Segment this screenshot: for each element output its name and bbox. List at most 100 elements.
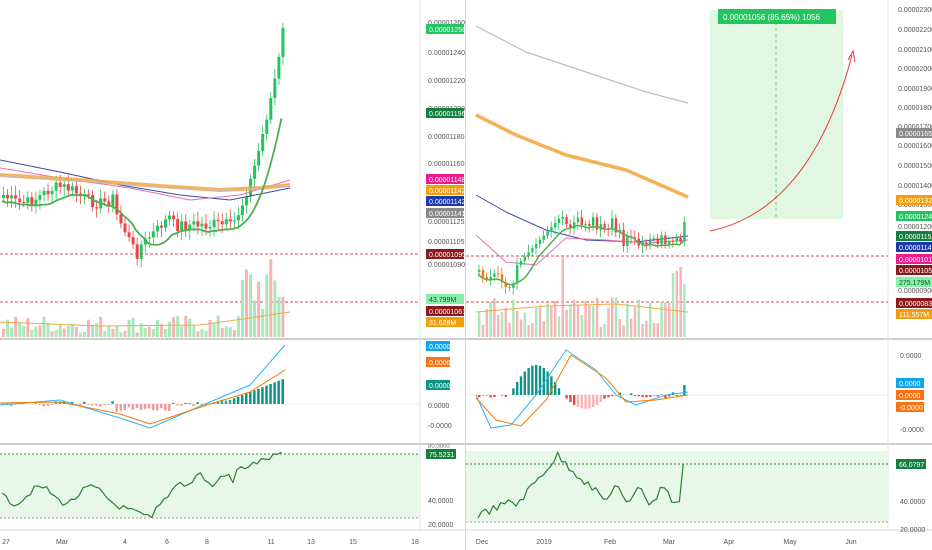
volume-bar: [675, 270, 678, 337]
right-time-axis-label: Feb: [604, 539, 616, 546]
left-time-axis-label: Mar: [56, 539, 69, 546]
candle-body: [546, 231, 549, 236]
candle-body: [46, 190, 50, 195]
candle-body: [212, 219, 216, 228]
candle-body: [261, 134, 265, 151]
volume-bar: [626, 303, 629, 337]
right-chart-pane[interactable]: 0.00002300 0.00002200 0.00002100 0.00002000…: [466, 0, 932, 550]
volume-bar: [633, 307, 637, 337]
volume-bar: [135, 332, 139, 337]
volume-bar: [679, 266, 682, 337]
right-macd-badge-text: 0.0000: [899, 381, 921, 388]
volume-bar: [22, 325, 26, 337]
volume-bar: [127, 319, 131, 337]
macd-bar: [240, 395, 244, 404]
macd-bar: [660, 394, 663, 395]
macd-bar: [87, 404, 90, 405]
macd-bar: [143, 404, 147, 409]
volume-bar: [281, 296, 285, 337]
candle-body: [14, 195, 18, 199]
macd-bar: [542, 367, 545, 395]
candle-body: [493, 273, 496, 277]
macd-bar: [83, 401, 86, 404]
left-rsi-band: [0, 454, 420, 518]
left-macd-axis-label: -0.0000: [428, 423, 452, 430]
candle-body: [508, 286, 511, 288]
left-price-badge-text: 0.00001142: [429, 199, 466, 206]
candle-body: [478, 270, 481, 272]
left-price-axis-label: 0.00001240: [428, 50, 465, 57]
left-price-axis-label: 0.00001125: [428, 219, 465, 226]
candle-body: [599, 223, 602, 230]
left-chart-canvas[interactable]: 0.000012600.000012400.000012200.00001200…: [0, 0, 466, 550]
candle-body: [184, 221, 188, 231]
macd-bar: [188, 403, 191, 404]
macd-bar: [500, 395, 504, 396]
right-chart-canvas[interactable]: 0.00002300 0.00002200 0.00002100 0.00002000…: [466, 0, 932, 550]
volume-bar: [683, 284, 686, 337]
macd-bar: [588, 395, 591, 409]
macd-bar: [111, 401, 114, 404]
candle-body: [30, 197, 34, 206]
right-price-axis-label: 0.00002200: [898, 27, 932, 34]
volume-bar: [184, 315, 188, 337]
volume-bar: [595, 297, 599, 337]
volume-bar: [38, 325, 42, 337]
candle-body: [216, 219, 220, 222]
macd-bar: [204, 404, 207, 406]
left-macd-histogram: [2, 379, 284, 412]
candle-body: [614, 218, 618, 233]
projection-arrowhead: [847, 49, 856, 63]
volume-bar: [18, 322, 22, 337]
candle-body: [151, 231, 155, 238]
left-chart-pane[interactable]: 0.000012600.000012400.000012200.00001200…: [0, 0, 466, 550]
candle-body: [569, 224, 572, 229]
left-rsi-badge: 75.5231: [426, 449, 456, 459]
volume-bar: [622, 325, 625, 337]
macd-bar: [184, 402, 187, 404]
right-price-axis-label: 0.00001600: [898, 143, 932, 150]
left-macd-badge: 0.0000: [426, 341, 451, 351]
left-price-badge-bg: [426, 185, 464, 195]
right-ma-gray: [475, 25, 689, 104]
right-price-badge: 0.00001016: [896, 254, 932, 264]
right-price-badge: 0.00001653: [896, 128, 932, 138]
volume-bar: [554, 300, 557, 337]
volume-bar: [115, 325, 119, 337]
left-price-badge-text: 0.00001061: [429, 309, 466, 316]
macd-bar: [147, 404, 151, 409]
left-macd-line: [0, 344, 286, 429]
pane-divider[interactable]: [465, 0, 466, 550]
right-price-badge-bg: [896, 298, 932, 308]
candle-body: [87, 194, 91, 196]
volume-bar: [212, 322, 216, 337]
candle-body: [168, 215, 172, 220]
volume-bar: [273, 280, 277, 337]
volume-bar: [489, 301, 492, 337]
candle-body: [115, 194, 119, 215]
volume-bar: [478, 311, 481, 337]
macd-bar: [546, 371, 549, 395]
right-price-badge-bg: [896, 128, 932, 138]
left-price-badge-text: 0.00001148: [429, 177, 466, 184]
right-price-badge: 0.00001152: [896, 231, 932, 241]
volume-bar: [176, 315, 180, 337]
candle-body: [58, 182, 62, 187]
right-time-axis-label: Dec: [476, 539, 489, 546]
left-macd-badge-text: 0.0000: [429, 344, 451, 351]
macd-bar: [70, 401, 74, 404]
macd-bar: [261, 387, 264, 404]
left-price-badge-bg: [426, 317, 464, 327]
right-price-badge-bg: [896, 211, 932, 221]
macd-bar: [584, 395, 587, 409]
left-price-axis-label: 0.00001220: [428, 78, 465, 85]
volume-bar: [2, 328, 5, 337]
candle-body: [42, 190, 46, 196]
left-macd-badge: 0.0000: [426, 357, 451, 367]
left-macd-badge-text: 0.0000: [429, 360, 451, 367]
left-price-badge-text: 0.00001095: [429, 252, 466, 259]
candle-body: [111, 194, 115, 206]
volume-bar: [172, 317, 176, 337]
volume-bar: [87, 319, 91, 337]
macd-bar: [538, 365, 542, 395]
